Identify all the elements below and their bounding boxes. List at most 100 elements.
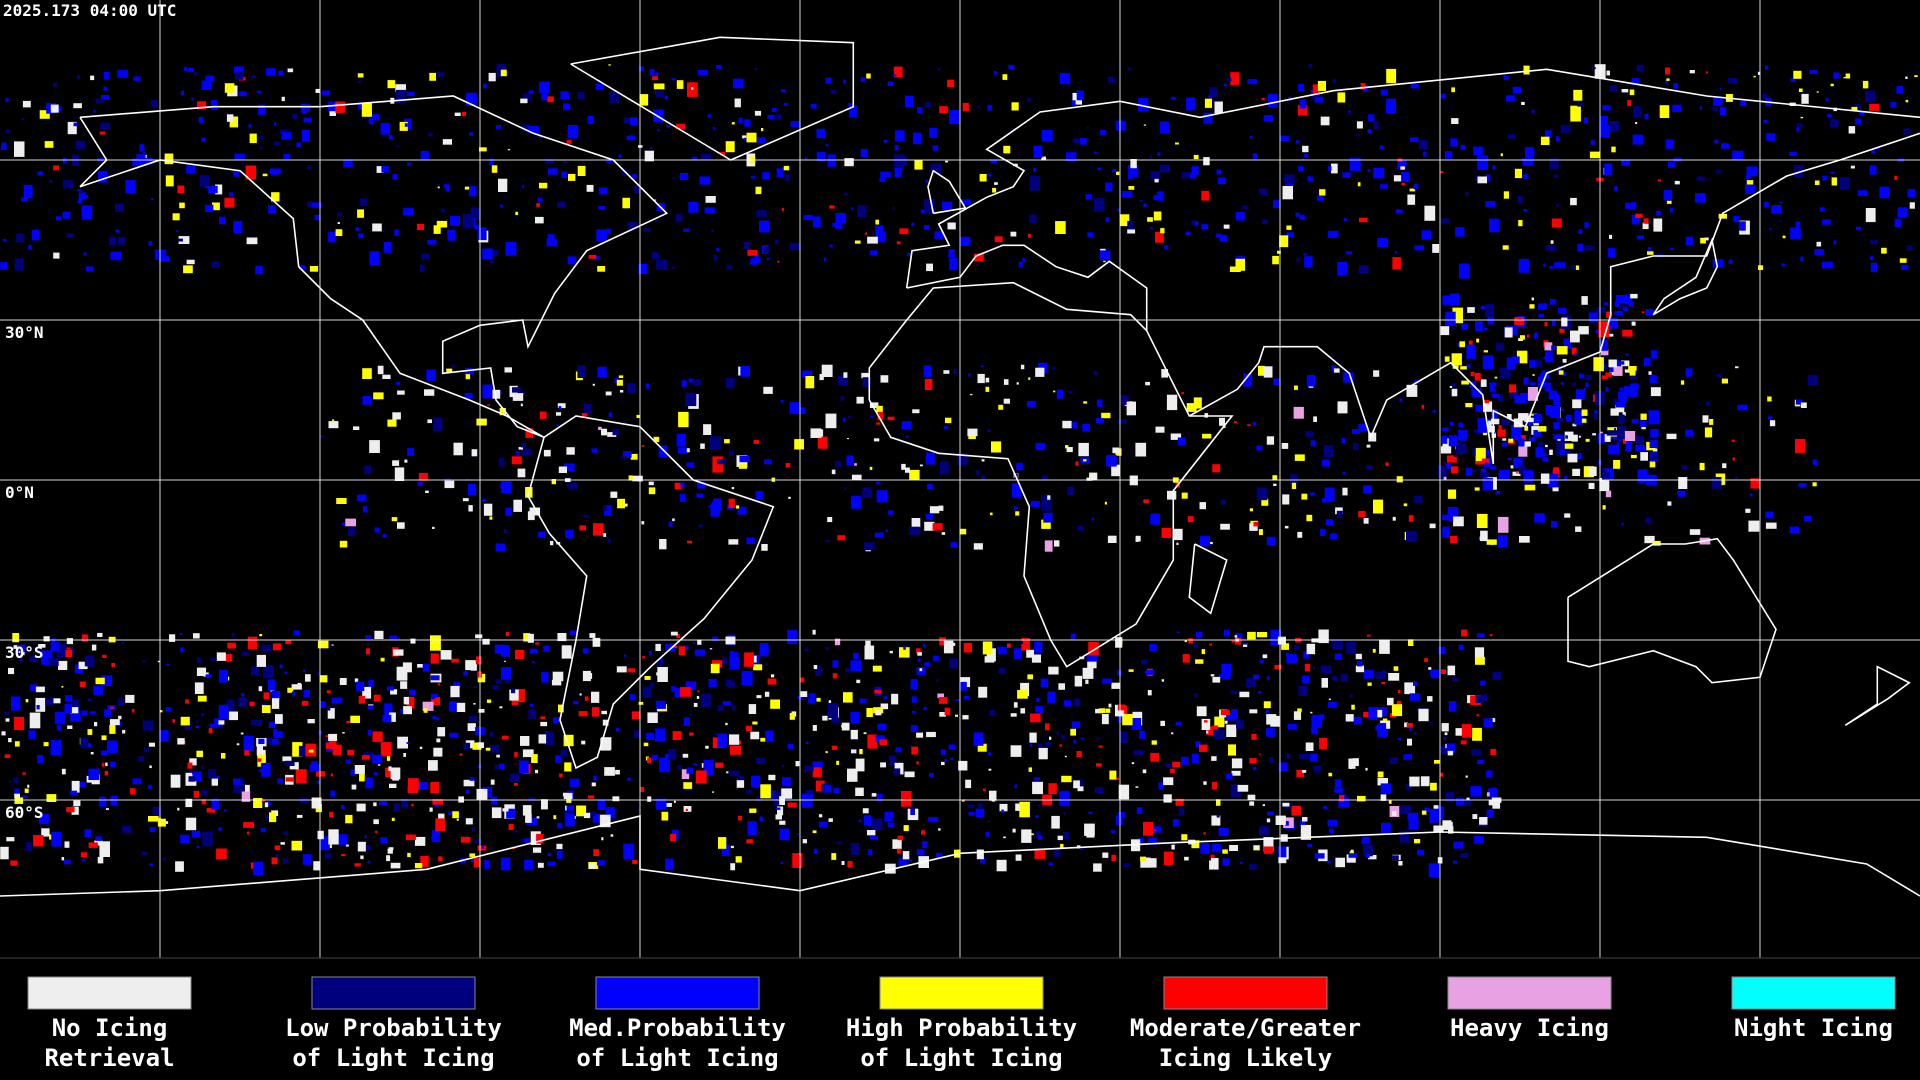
icing-pixel — [528, 709, 537, 719]
icing-pixel — [919, 668, 923, 672]
icing-pixel — [1147, 837, 1157, 845]
icing-pixel — [847, 768, 858, 782]
icing-pixel — [1702, 415, 1709, 423]
icing-pixel — [1029, 732, 1037, 743]
icing-pixel — [543, 645, 550, 652]
icing-pixel — [1550, 299, 1557, 305]
icing-pixel — [1007, 643, 1011, 648]
icing-pixel — [1175, 722, 1182, 726]
icing-pixel — [271, 192, 280, 202]
icing-pixel — [1700, 237, 1706, 244]
icing-pixel — [1166, 394, 1178, 411]
icing-pixel — [1488, 723, 1492, 725]
icing-pixel — [1376, 671, 1386, 680]
icing-pixel — [608, 64, 611, 66]
icing-pixel — [327, 705, 331, 711]
icing-pixel — [17, 644, 26, 654]
icing-pixel — [862, 808, 869, 814]
icing-pixel — [512, 387, 522, 393]
icing-pixel — [1348, 110, 1351, 113]
icing-pixel — [1181, 172, 1192, 179]
icing-pixel — [81, 710, 88, 716]
icing-pixel — [1553, 422, 1560, 430]
icing-pixel — [1585, 382, 1589, 388]
icing-pixel — [1262, 804, 1265, 807]
icing-pixel — [998, 668, 1005, 674]
icing-pixel — [1093, 863, 1102, 872]
icing-pixel — [388, 135, 393, 140]
icing-pixel — [490, 745, 500, 753]
icing-pixel — [1470, 786, 1481, 797]
icing-pixel — [932, 145, 939, 151]
icing-pixel — [787, 802, 797, 808]
icing-pixel — [308, 749, 314, 753]
icing-pixel — [1314, 853, 1325, 859]
icing-pixel — [461, 111, 466, 117]
icing-pixel — [627, 222, 638, 230]
icing-pixel — [988, 768, 992, 771]
icing-pixel — [827, 154, 836, 167]
icing-pixel — [1111, 682, 1121, 689]
icing-pixel — [563, 161, 567, 164]
icing-pixel — [317, 640, 329, 649]
icing-pixel — [802, 839, 807, 844]
icing-pixel — [1596, 307, 1606, 313]
icing-pixel — [513, 782, 518, 786]
icing-pixel — [1445, 311, 1456, 326]
icing-pixel — [1086, 477, 1093, 481]
icing-pixel — [1748, 520, 1760, 532]
icing-pixel — [576, 805, 587, 817]
icing-pixel — [1409, 776, 1420, 787]
icing-pixel — [1635, 213, 1643, 218]
icing-pixel — [1408, 728, 1412, 731]
icing-pixel — [1083, 459, 1087, 462]
icing-pixel — [1149, 858, 1157, 868]
icing-pixel — [419, 746, 423, 749]
icing-pixel — [578, 711, 588, 717]
icing-pixel — [974, 253, 984, 262]
icing-pixel — [1663, 189, 1673, 201]
icing-pixel — [1556, 136, 1560, 142]
icing-pixel — [1739, 100, 1747, 107]
icing-pixel — [730, 745, 741, 755]
icing-pixel — [1206, 726, 1214, 736]
icing-pixel — [860, 77, 866, 82]
icing-pixel — [552, 717, 562, 723]
icing-pixel — [618, 154, 622, 158]
icing-pixel — [628, 475, 633, 481]
icing-pixel — [780, 861, 784, 864]
icing-pixel — [1636, 436, 1644, 447]
icing-pixel — [1500, 153, 1503, 157]
icing-pixel — [749, 261, 755, 265]
icing-pixel — [95, 836, 103, 841]
icing-pixel — [186, 259, 195, 265]
icing-pixel — [150, 100, 158, 108]
icing-pixel — [541, 799, 548, 810]
icing-pixel — [1280, 135, 1289, 141]
icing-pixel — [616, 727, 619, 732]
icing-pixel — [605, 807, 615, 819]
icing-pixel — [336, 498, 347, 504]
icing-pixel — [1064, 755, 1067, 758]
icing-pixel — [756, 210, 767, 217]
icing-pixel — [1516, 472, 1519, 474]
icing-pixel — [1122, 713, 1133, 726]
icing-pixel — [722, 657, 728, 665]
latitude-label: 0°N — [5, 483, 34, 502]
icing-pixel — [1855, 118, 1862, 125]
icing-pixel — [934, 231, 945, 239]
icing-pixel — [657, 667, 668, 682]
icing-pixel — [148, 241, 153, 246]
icing-pixel — [1300, 824, 1312, 840]
icing-pixel — [1216, 169, 1221, 175]
icing-pixel — [1078, 442, 1089, 457]
icing-pixel — [1560, 124, 1571, 133]
icing-pixel — [1453, 516, 1464, 527]
icing-pixel — [577, 92, 585, 100]
icing-pixel — [659, 657, 663, 661]
icing-pixel — [755, 490, 763, 500]
icing-pixel — [1093, 371, 1098, 375]
icing-pixel — [260, 762, 271, 777]
icing-pixel — [1128, 186, 1135, 190]
icing-pixel — [730, 845, 734, 849]
